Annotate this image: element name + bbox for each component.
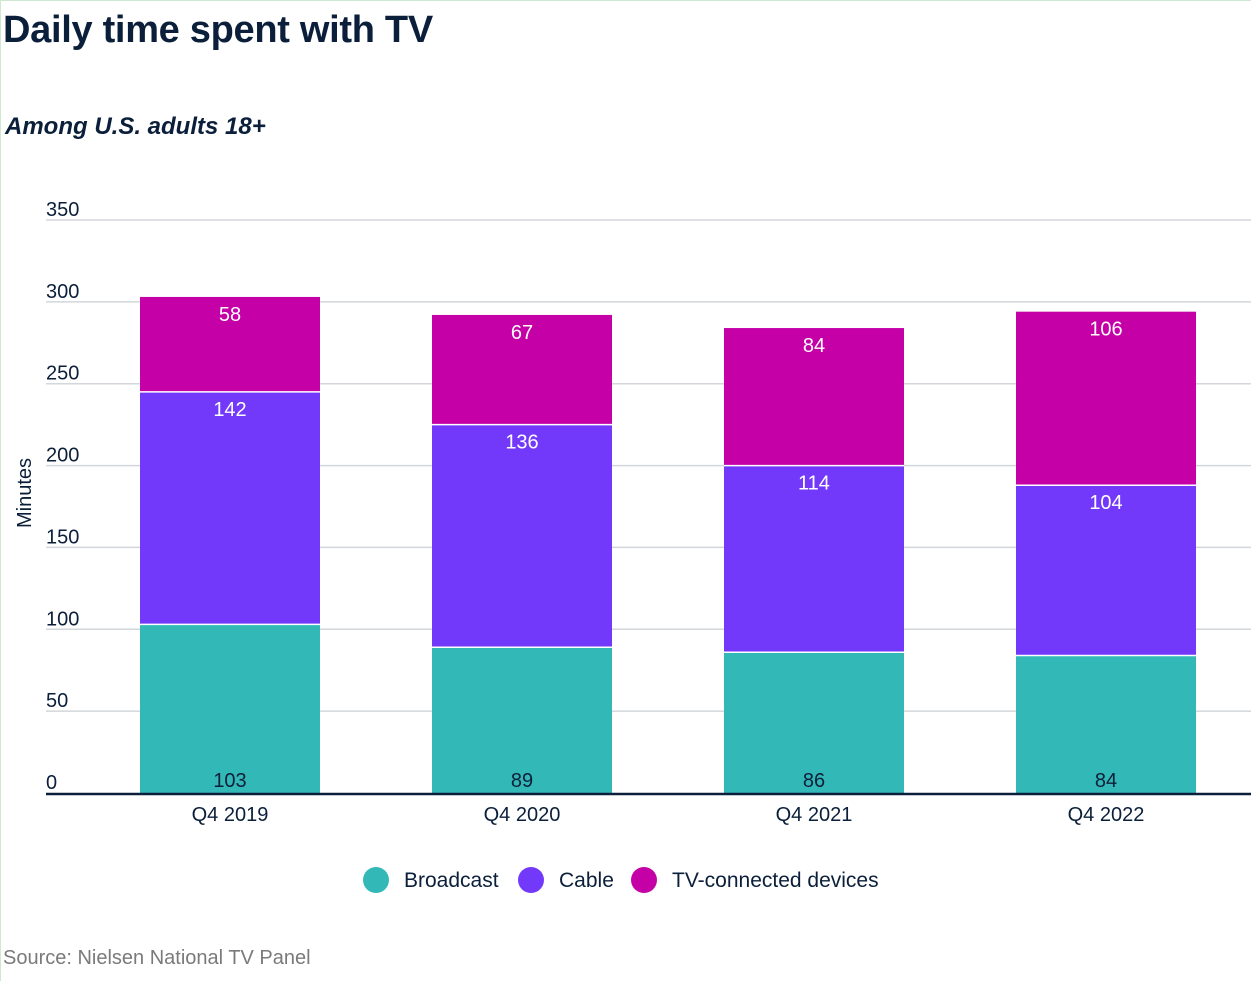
legend-label: Broadcast	[404, 869, 499, 892]
bar-segment-cable	[1016, 485, 1196, 656]
bar-segment-tv-connected-devices	[140, 296, 320, 392]
legend-label: TV-connected devices	[672, 869, 879, 892]
legend-swatch-cable	[518, 867, 544, 893]
x-tick-label: Q4 2020	[484, 804, 561, 826]
bar-segment-broadcast	[432, 647, 612, 793]
legend: Broadcast Cable TV-connected devices	[363, 867, 879, 893]
chart-title: Daily time spent with TV	[3, 9, 433, 51]
x-tick-label: Q4 2022	[1068, 804, 1145, 826]
data-label: 114	[798, 473, 830, 495]
bar-segment-tv-connected-devices	[724, 328, 904, 466]
y-tick-label: 100	[46, 608, 79, 630]
y-tick-label: 0	[46, 772, 57, 794]
y-tick-label: 200	[46, 445, 79, 467]
bar-segment-cable	[432, 424, 612, 648]
y-tick-label: 50	[46, 690, 68, 712]
x-tick-label: Q4 2021	[776, 804, 853, 826]
data-label: 58	[219, 304, 241, 326]
bar-segment-broadcast	[140, 624, 320, 793]
source-note: Source: Nielsen National TV Panel	[3, 947, 311, 969]
bar-segment-tv-connected-devices	[432, 314, 612, 425]
bar-segment-cable	[140, 391, 320, 625]
y-tick-label: 350	[46, 199, 79, 221]
data-label: 142	[213, 399, 246, 421]
bar-segment-broadcast	[1016, 655, 1196, 793]
chart-subtitle: Among U.S. adults 18+	[5, 113, 266, 140]
data-label: 104	[1089, 492, 1122, 514]
bars	[140, 296, 1196, 793]
bar-segment-broadcast	[724, 652, 904, 793]
y-tick-label: 150	[46, 526, 79, 548]
data-label: 136	[505, 432, 538, 454]
data-label: 67	[511, 322, 533, 344]
y-axis-ticks: 0 50 100 150 200 250 300 350	[46, 199, 79, 794]
legend-label: Cable	[559, 869, 614, 892]
data-label: 84	[803, 335, 825, 357]
legend-swatch-broadcast	[363, 867, 389, 893]
bar-segment-tv-connected-devices	[1016, 311, 1196, 486]
data-label: 106	[1089, 319, 1122, 341]
x-tick-label: Q4 2019	[192, 804, 269, 826]
y-axis-label: Minutes	[14, 458, 36, 528]
data-label: 84	[1095, 770, 1117, 792]
bar-segment-cable	[724, 465, 904, 653]
x-axis-ticks: Q4 2019 Q4 2020 Q4 2021 Q4 2022	[46, 792, 1251, 826]
data-label: 89	[511, 770, 533, 792]
data-label: 86	[803, 770, 825, 792]
data-label: 103	[213, 770, 246, 792]
y-tick-label: 250	[46, 363, 79, 385]
legend-swatch-tv-connected-devices	[631, 867, 657, 893]
data-labels: 103 142 58 89 136 67 86 114 84 84 104 106	[213, 304, 1122, 792]
y-tick-label: 300	[46, 281, 79, 303]
